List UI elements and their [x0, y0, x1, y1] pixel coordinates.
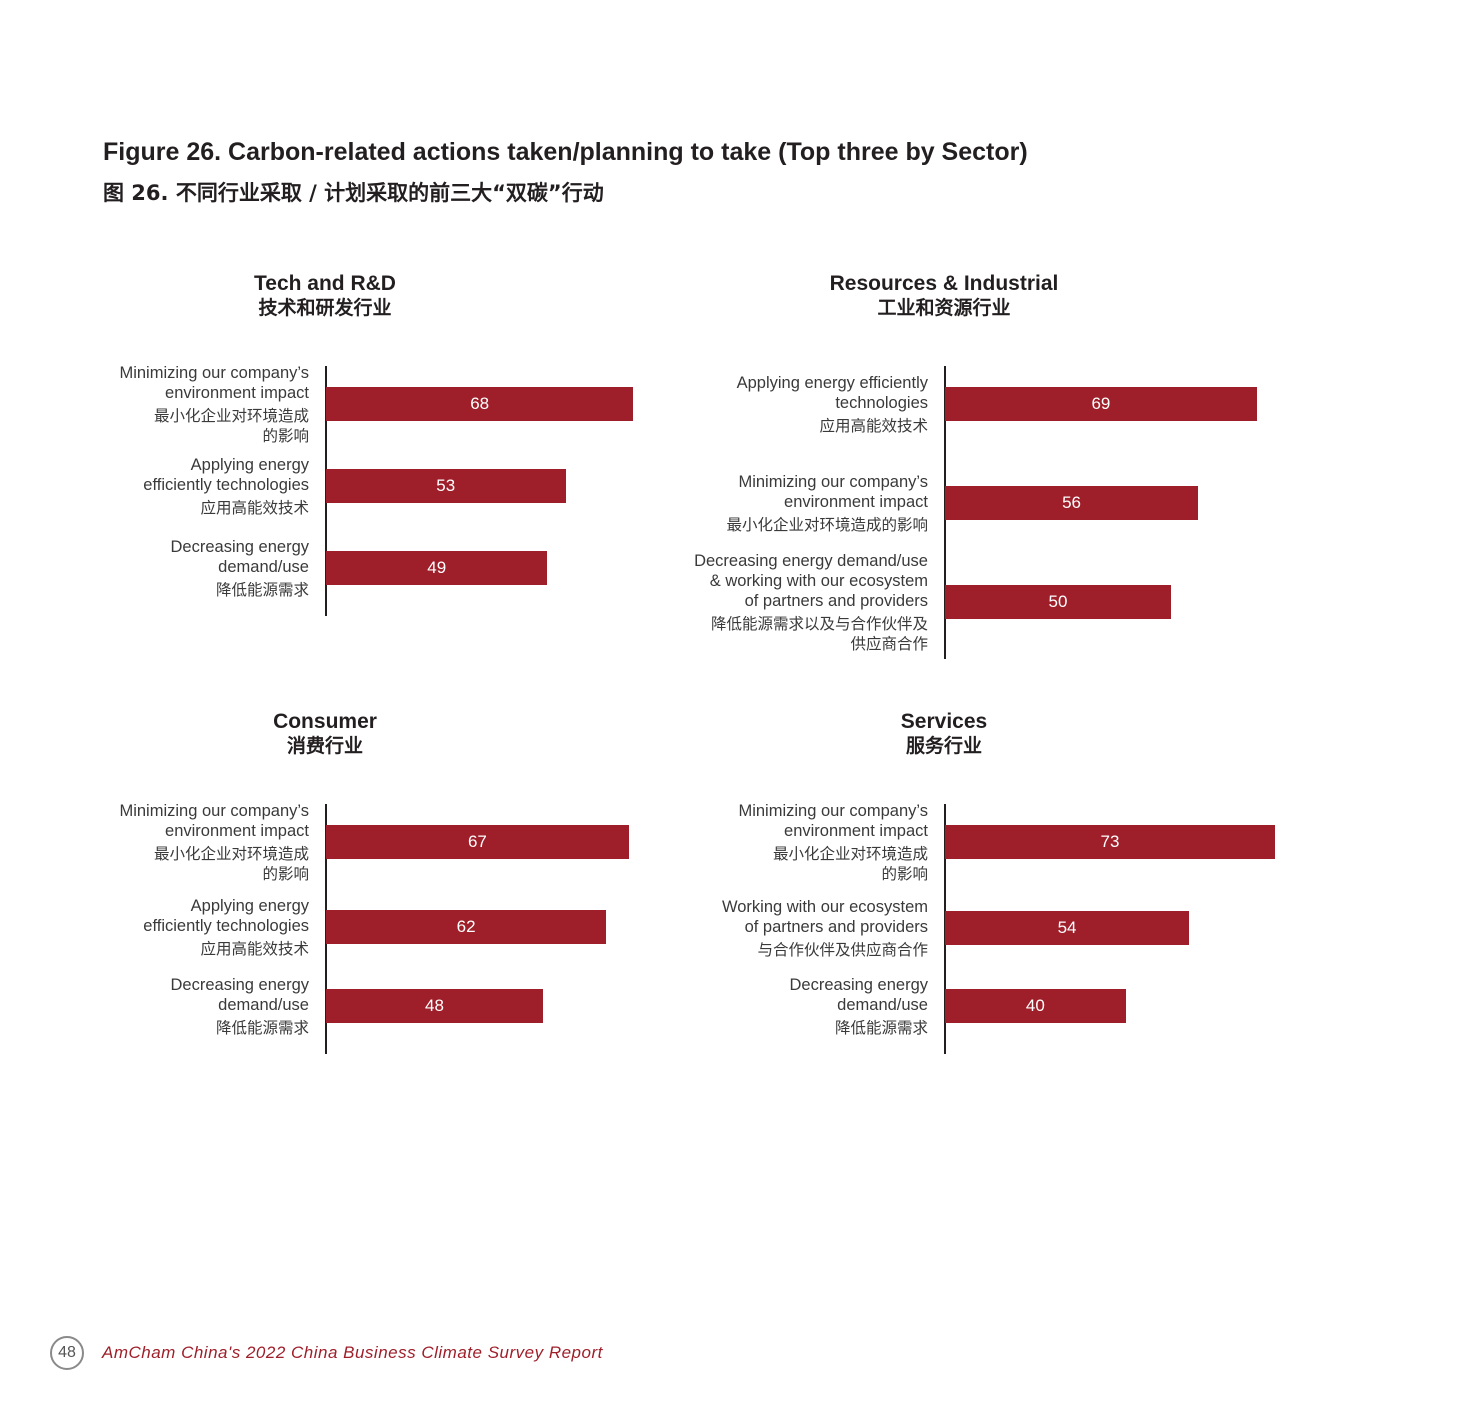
bar-value-label: 48 [425, 996, 444, 1015]
bar [326, 825, 629, 859]
bar [945, 911, 1190, 945]
bar-value-label: 69 [1091, 394, 1111, 413]
bar [945, 585, 1171, 619]
category-label-en: Decreasing energy demand/use [170, 537, 310, 576]
panel-title-en: Consumer [273, 710, 377, 733]
bar [945, 387, 1257, 421]
category-label-zh: 最小化企业对环境造成的影响 [726, 515, 928, 534]
bar [326, 910, 607, 944]
page-number: 48 [50, 1336, 84, 1370]
category-label: Applying energy efficiently technologies… [9, 455, 309, 518]
bar-value-label: 54 [1057, 918, 1077, 937]
category-label-zh: 与合作伙伴及供应商合作 [757, 940, 928, 959]
panel-title: Resources & Industrial 工业和资源行业 [744, 271, 1144, 321]
category-label-en: Working with our ecosystem of partners a… [721, 897, 928, 936]
category-label-en: Decreasing energy demand/use [789, 975, 929, 1014]
category-label: Decreasing energy demand/use 降低能源需求 [628, 975, 929, 1038]
bar-value-label: 56 [1062, 493, 1081, 512]
panel-title-zh: 消费行业 [286, 735, 363, 757]
category-label-zh: 降低能源需求 [834, 1018, 928, 1037]
panel-title-zh: 服务行业 [905, 735, 982, 757]
panel-title-en: Resources & Industrial [829, 272, 1059, 295]
bar [945, 989, 1126, 1023]
category-label-en: Decreasing energy demand/use [170, 975, 310, 1014]
bar [326, 989, 543, 1023]
category-label-zh: 降低能源需求以及与合作伙伴及 供应商合作 [710, 614, 928, 653]
panel-title-zh: 技术和研发行业 [258, 297, 392, 319]
category-label-zh: 最小化企业对环境造成 的影响 [153, 406, 309, 445]
category-label: Minimizing our company’s environment imp… [628, 472, 928, 535]
bar-value-label: 73 [1100, 832, 1120, 851]
panel-title: Consumer 消费行业 [125, 709, 525, 759]
panel-title-en: Tech and R&D [254, 272, 396, 295]
category-label: Applying energy efficiently technologies… [9, 896, 309, 959]
bar [326, 387, 634, 421]
category-label-en: Applying energy efficiently technologies [143, 896, 309, 935]
bar-value-label: 49 [427, 558, 447, 577]
category-label-zh: 应用高能效技术 [200, 939, 309, 958]
category-label: Working with our ecosystem of partners a… [628, 897, 928, 960]
panel-title: Tech and R&D 技术和研发行业 [125, 271, 525, 321]
category-label-en: Applying energy efficiently technologies [143, 455, 309, 494]
report-name: AmCham China's 2022 China Business Clima… [102, 1343, 603, 1362]
bar-value-label: 53 [436, 476, 456, 495]
category-label: Minimizing our company’s environment imp… [628, 801, 928, 884]
category-label-en: Minimizing our company’s environment imp… [119, 363, 309, 402]
bar-value-label: 67 [467, 832, 487, 851]
footer: 48 AmCham China's 2022 China Business Cl… [50, 1335, 603, 1371]
category-label-en: Minimizing our company’s environment imp… [119, 801, 309, 840]
category-label-zh: 降低能源需求 [215, 1018, 309, 1037]
bar [326, 469, 566, 503]
category-label: Decreasing energy demand/use 降低能源需求 [9, 975, 310, 1038]
bar [945, 825, 1275, 859]
bar-value-label: 40 [1025, 996, 1045, 1015]
category-label-en: Applying energy efficiently technologies [736, 373, 928, 412]
figure-subtitle: 图 26. 不同行业采取 / 计划采取的前三大“双碳”行动 [103, 181, 604, 205]
bar [945, 486, 1199, 520]
panel-title-en: Services [900, 710, 988, 733]
category-label-zh: 最小化企业对环境造成 的影响 [153, 844, 309, 883]
figure-title: Figure 26. Carbon-related actions taken/… [103, 138, 1028, 166]
category-label-zh: 最小化企业对环境造成 的影响 [772, 844, 928, 883]
panel-title: Services 服务行业 [744, 709, 1144, 759]
bar [326, 551, 548, 585]
category-label-zh: 应用高能效技术 [819, 416, 928, 435]
category-label-en: Decreasing energy demand/use & working w… [694, 551, 928, 610]
category-label: Minimizing our company’s environment imp… [9, 363, 309, 446]
category-label: Applying energy efficiently technologies… [628, 373, 928, 436]
category-label-en: Minimizing our company’s environment imp… [738, 472, 928, 511]
category-label: Decreasing energy demand/use & working w… [628, 551, 928, 654]
panel-title-zh: 工业和资源行业 [877, 297, 1011, 319]
category-label-zh: 应用高能效技术 [200, 498, 309, 517]
bar-value-label: 62 [456, 917, 476, 936]
category-label-zh: 降低能源需求 [215, 580, 309, 599]
category-label-en: Minimizing our company’s environment imp… [738, 801, 928, 840]
bar-value-label: 68 [470, 394, 490, 413]
bar-value-label: 50 [1048, 592, 1068, 611]
category-label: Decreasing energy demand/use 降低能源需求 [9, 537, 310, 600]
category-label: Minimizing our company’s environment imp… [9, 801, 309, 884]
